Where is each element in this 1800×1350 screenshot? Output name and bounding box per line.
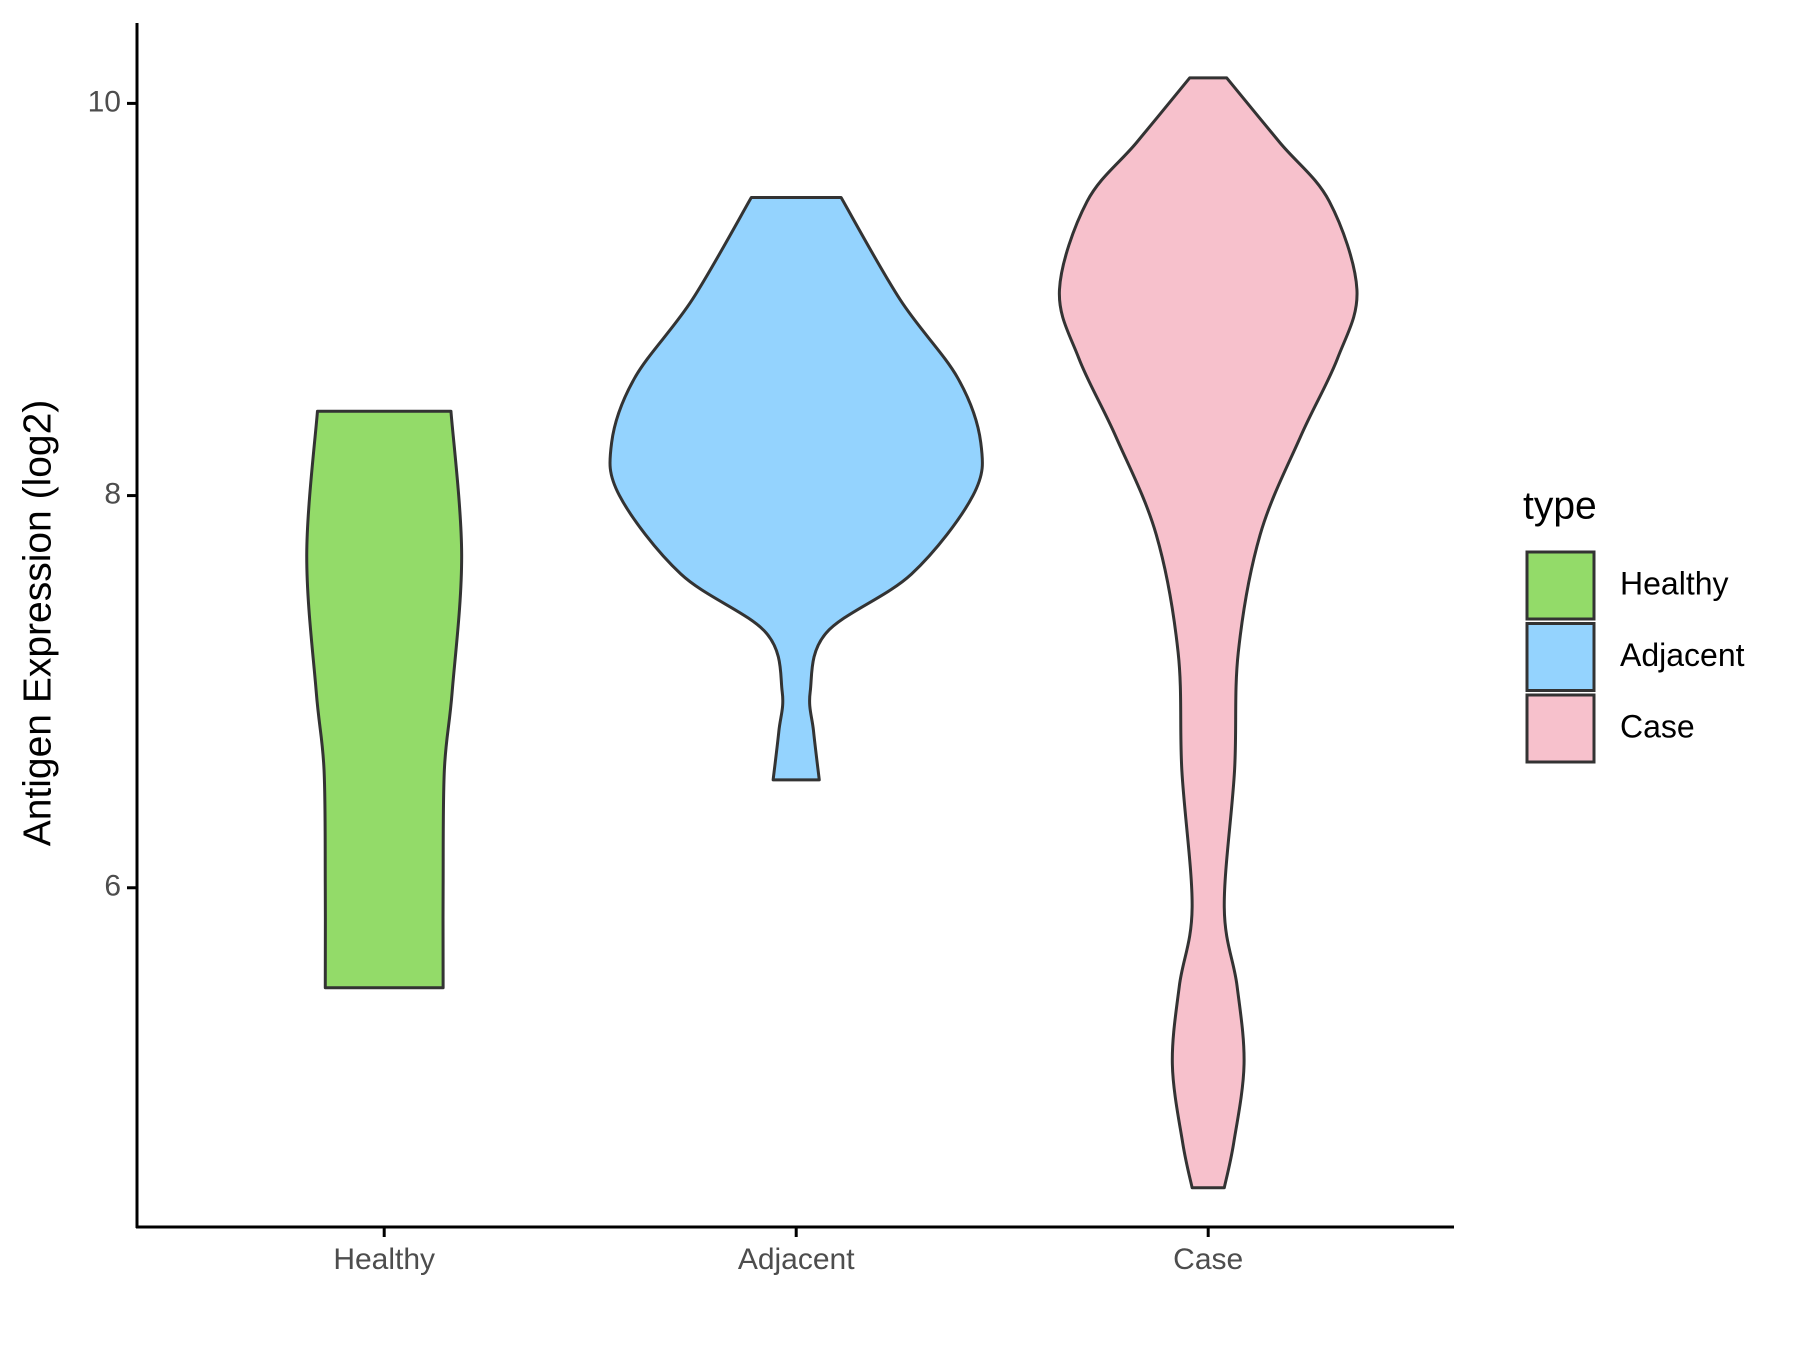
x-tick-label: Adjacent [738, 1243, 855, 1276]
violin [305, 409, 464, 990]
violin [1057, 76, 1359, 1190]
y-tick-label: 6 [104, 870, 121, 903]
legend-label: Healthy [1620, 565, 1729, 601]
y-axis-title: Antigen Expression (log2) [16, 400, 59, 847]
legend-title: type [1523, 484, 1597, 527]
legend-key [1525, 693, 1596, 764]
legend-label: Case [1620, 708, 1695, 744]
legend-key [1525, 622, 1596, 692]
y-tick-label: 8 [104, 478, 121, 511]
legend-label: Adjacent [1620, 637, 1745, 673]
x-tick-label: Healthy [333, 1243, 435, 1276]
violin [608, 196, 984, 782]
y-tick-label: 10 [88, 85, 121, 118]
x-tick-label: Case [1173, 1243, 1243, 1276]
legend-key [1525, 550, 1596, 621]
